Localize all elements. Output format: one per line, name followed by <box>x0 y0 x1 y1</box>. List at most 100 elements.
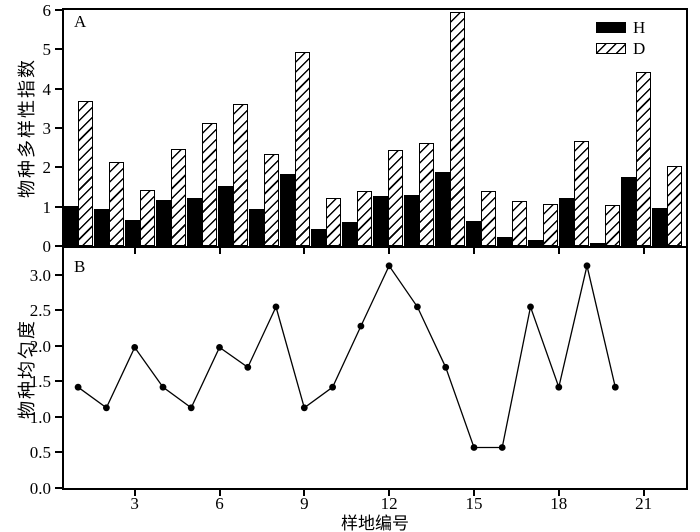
bar-h-plot-3 <box>125 220 140 246</box>
bar-h-plot-18 <box>590 243 605 246</box>
panel-b-y-tick <box>55 451 62 454</box>
data-point-plot-9 <box>300 404 308 412</box>
panel-b-y-tick-label: 1.0 <box>29 407 51 427</box>
data-point-plot-5 <box>187 404 195 412</box>
panel-b-x-tick <box>642 490 645 496</box>
bar-d-plot-9 <box>326 198 341 246</box>
panel-a-y-tick-label: 5 <box>42 40 52 60</box>
bar-d-plot-6 <box>233 104 248 246</box>
panel-b-y-tick <box>55 415 62 418</box>
panel-a-label: A <box>74 12 87 31</box>
bar-h-plot-15 <box>497 237 512 246</box>
data-point-plot-10 <box>329 383 336 391</box>
legend: H D <box>596 19 645 57</box>
panel-a-y-tick-label: 2 <box>42 158 52 178</box>
panel-b-y-tick <box>55 380 62 383</box>
bar-d-plot-5 <box>202 123 217 246</box>
panel-a-x-tick <box>303 248 306 254</box>
bar-h-plot-20 <box>652 208 667 246</box>
data-point-plot-2 <box>103 404 110 412</box>
x-tick-label: 21 <box>635 494 653 513</box>
bar-h-plot-16 <box>528 240 543 246</box>
panel-a-y-tick-label: 0 <box>42 237 52 256</box>
panel-a-y-tick <box>55 48 62 51</box>
x-tick-label: 18 <box>550 494 568 513</box>
panel-b-y-tick-label: 2.5 <box>29 301 51 321</box>
evenness-line <box>77 264 616 449</box>
panel-b-y-tick-label: 1.5 <box>29 372 51 392</box>
evenness-line-chart <box>74 262 619 451</box>
panel-a-y-tick <box>55 127 62 129</box>
bar-d-plot-20 <box>667 166 682 246</box>
panel-b-y-tick-label: 0.0 <box>29 479 51 498</box>
bar-d-plot-17 <box>574 141 589 246</box>
panel-a-x-tick <box>557 248 560 254</box>
panel-a-y-tick-label: 4 <box>42 79 52 99</box>
bar-d-plot-2 <box>109 162 124 246</box>
data-point-plot-14 <box>442 363 450 371</box>
panel-b-plot-area <box>62 248 688 490</box>
panel-a-y-tick <box>55 205 62 208</box>
x-tick-label: 12 <box>380 494 398 513</box>
data-point-plot-8 <box>272 303 280 311</box>
bar-h-plot-19 <box>621 177 636 246</box>
panel-a-x-tick <box>133 248 136 254</box>
panel-a-x-tick <box>388 248 391 254</box>
panel-a-x-tick <box>218 248 221 254</box>
panel-a-y-tick <box>55 245 62 247</box>
panel-a-y-tick <box>55 166 62 169</box>
data-point-plot-20 <box>611 383 619 391</box>
data-point-plot-17 <box>527 303 534 311</box>
panel-a-y-tick-label: 6 <box>42 1 52 20</box>
bar-h-plot-6 <box>218 186 233 246</box>
panel-b-x-tick <box>133 490 136 496</box>
legend-swatch-solid-icon <box>596 22 626 33</box>
panel-b-y-tick-label: 0.5 <box>29 443 51 463</box>
panel-b-x-tick <box>218 490 221 496</box>
bar-h-plot-1 <box>63 206 78 246</box>
bar-d-plot-1 <box>78 101 93 246</box>
bar-d-plot-18 <box>605 205 620 246</box>
bar-h-plot-14 <box>466 221 481 246</box>
bar-d-plot-4 <box>171 149 186 246</box>
bar-series-container <box>63 10 686 246</box>
panel-b-y-axis-title: 物种均匀度 <box>17 319 37 419</box>
panel-a-y-tick-label: 3 <box>42 119 52 138</box>
bar-d-plot-19 <box>636 72 651 246</box>
bar-d-plot-13 <box>450 12 465 246</box>
data-point-plot-6 <box>216 344 223 351</box>
data-point-plot-4 <box>159 383 167 391</box>
bar-d-plot-16 <box>543 204 558 246</box>
bar-d-plot-14 <box>481 191 496 246</box>
bar-h-plot-5 <box>187 198 202 246</box>
panel-a-y-tick-label: 1 <box>42 197 52 217</box>
bar-h-plot-8 <box>280 174 295 246</box>
bar-h-plot-7 <box>249 209 264 246</box>
bar-d-plot-15 <box>512 201 527 246</box>
legend-label-d: D <box>633 39 646 58</box>
data-point-plot-11 <box>357 322 365 330</box>
bar-h-plot-10 <box>342 222 357 246</box>
panel-b-x-tick <box>472 490 475 496</box>
x-tick-label: 3 <box>130 494 139 513</box>
panel-b-x-tick <box>557 490 560 496</box>
bar-h-plot-2 <box>94 209 109 246</box>
panel-b-label: B <box>74 257 86 276</box>
bar-d-plot-11 <box>388 150 403 246</box>
panel-b-y-tick <box>55 273 62 276</box>
legend-item-d: D <box>596 40 645 57</box>
data-point-plot-13 <box>414 303 421 311</box>
bar-d-plot-12 <box>419 143 434 246</box>
panel-a-x-tick <box>472 248 475 254</box>
bar-h-plot-9 <box>311 229 326 246</box>
bar-h-plot-17 <box>559 198 574 246</box>
data-point-plot-18 <box>555 383 563 391</box>
data-point-plot-15 <box>470 444 478 451</box>
x-axis-title: 样地编号 <box>341 514 409 532</box>
panel-b-y-tick-label: 3.0 <box>29 265 51 285</box>
panel-a-y-tick <box>55 9 62 11</box>
bar-d-plot-8 <box>295 52 310 246</box>
x-tick-label: 15 <box>465 494 483 513</box>
panel-b-y-tick <box>55 487 62 489</box>
data-point-plot-1 <box>74 383 82 391</box>
